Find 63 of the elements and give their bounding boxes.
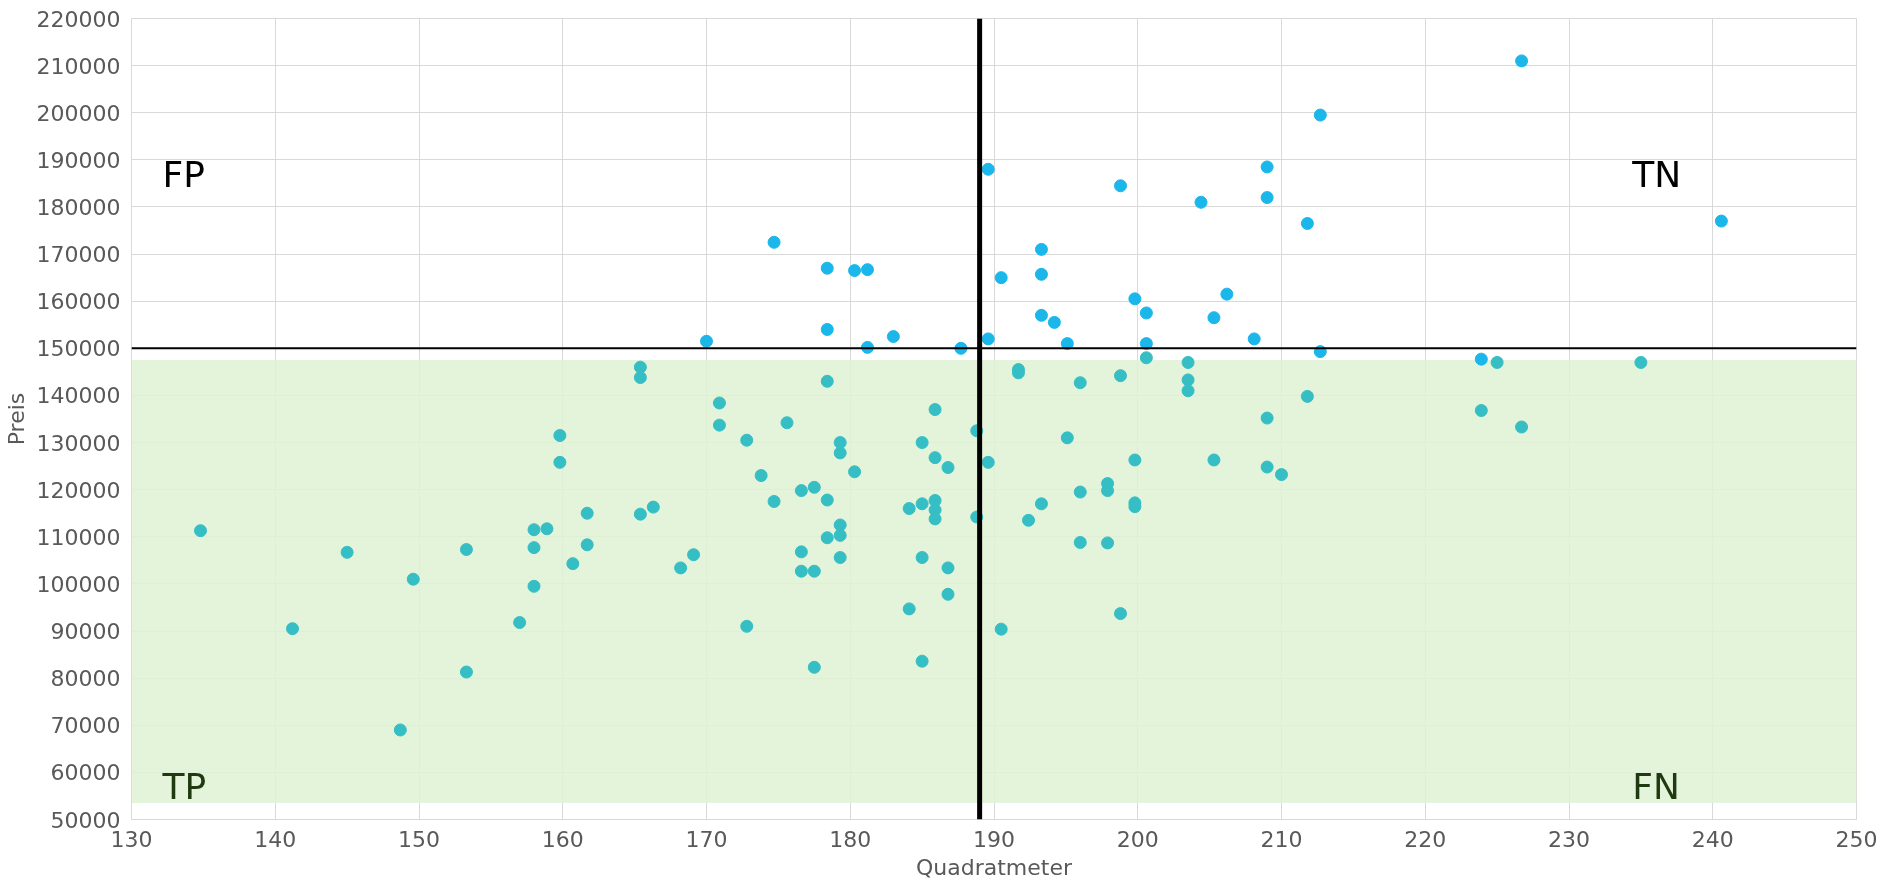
point xyxy=(1260,191,1274,205)
y-tick-label: 200000 xyxy=(36,100,121,126)
point xyxy=(820,261,834,275)
point xyxy=(1034,267,1048,281)
point xyxy=(994,271,1008,285)
point xyxy=(1114,179,1127,193)
x-tick-label: 200 xyxy=(1116,826,1159,852)
y-tick-label: 180000 xyxy=(36,194,121,220)
y-tick-label: 170000 xyxy=(36,242,121,268)
y-axis-title: Preis xyxy=(3,392,29,446)
y-tick-label: 140000 xyxy=(36,383,121,409)
point xyxy=(1207,311,1221,325)
x-tick-label: 230 xyxy=(1548,826,1590,852)
annotation: TP xyxy=(161,766,207,808)
y-tick-label: 70000 xyxy=(50,713,121,739)
point xyxy=(1034,308,1048,322)
x-tick-label: 140 xyxy=(254,826,297,852)
y-tick-label: 160000 xyxy=(36,289,121,315)
point xyxy=(1194,195,1208,209)
x-tick-label: 170 xyxy=(685,826,728,852)
y-tick-label: 60000 xyxy=(50,760,121,786)
point xyxy=(1474,352,1488,366)
point xyxy=(1047,315,1061,329)
point xyxy=(1260,160,1274,174)
x-tick-label: 180 xyxy=(829,826,872,852)
point xyxy=(1515,54,1529,68)
annotation: FN xyxy=(1632,766,1680,808)
point xyxy=(1313,108,1327,122)
y-tick-label: 110000 xyxy=(36,524,121,550)
point xyxy=(981,332,995,346)
y-tick-label: 150000 xyxy=(36,336,121,362)
x-tick-label: 150 xyxy=(398,826,440,852)
x-tick-label: 240 xyxy=(1691,826,1734,852)
annotation: TN xyxy=(1631,153,1682,195)
point xyxy=(1034,242,1048,256)
point xyxy=(1714,214,1728,228)
point xyxy=(700,334,713,348)
x-tick-label: 220 xyxy=(1404,826,1447,852)
x-tick-label: 250 xyxy=(1835,826,1878,852)
point xyxy=(1128,292,1142,306)
point xyxy=(1139,306,1153,320)
point xyxy=(1220,287,1234,301)
y-tick-label: 220000 xyxy=(36,6,121,32)
point xyxy=(886,330,900,344)
y-tick-label: 100000 xyxy=(36,571,121,597)
y-tick-label: 90000 xyxy=(50,619,121,645)
point xyxy=(820,322,834,336)
y-tick-label: 80000 xyxy=(50,666,121,692)
y-tick-label: 190000 xyxy=(36,147,121,173)
point xyxy=(1247,332,1261,346)
x-tick-label: 210 xyxy=(1260,826,1303,852)
annotation: FP xyxy=(162,153,205,195)
point xyxy=(1300,216,1314,230)
y-tick-label: 210000 xyxy=(36,53,121,79)
y-tick-label: 130000 xyxy=(36,430,121,456)
x-tick-label: 190 xyxy=(973,826,1015,852)
x-axis-title: Quadratmeter xyxy=(915,854,1073,880)
x-tick-label: 160 xyxy=(541,826,584,852)
point xyxy=(861,263,874,277)
point xyxy=(767,235,781,249)
y-tick-label: 120000 xyxy=(36,477,121,503)
point xyxy=(848,264,862,278)
point xyxy=(981,162,995,176)
